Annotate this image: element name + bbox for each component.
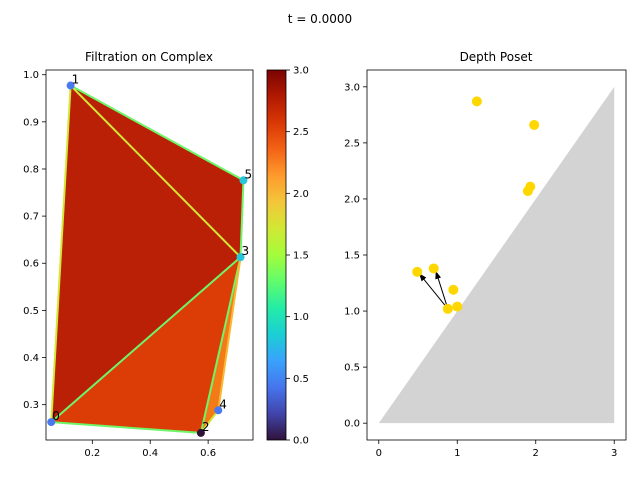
poset-point-5 (428, 263, 439, 274)
poset-point-8 (452, 301, 463, 312)
edge-2-3 (199, 256, 242, 434)
complex-ytick-label: 0.9 (23, 117, 39, 128)
colorbar-tick-label: 0.5 (293, 374, 309, 385)
poset-ytick-label: 0.0 (344, 419, 360, 430)
poset-panel: Depth Poset 0 1 2 3 0.0 0.5 1.0 1.5 2.0 2.5 3.0 (344, 50, 627, 459)
complex-ytick-label: 0.3 (23, 400, 39, 411)
complex-xtick-label: 0.6 (200, 448, 216, 459)
complex-axes-frame (45, 69, 254, 441)
edge-3-4 (217, 256, 242, 411)
edge-0-1 (50, 85, 72, 423)
vertex-label-3: 3 (242, 244, 250, 258)
poset-point-4 (412, 266, 423, 277)
edge-0-2 (51, 421, 201, 434)
vertex-label-4: 4 (219, 397, 227, 411)
poset-ytick-label: 2.5 (344, 138, 360, 149)
poset-ytick-label: 1.0 (344, 307, 360, 318)
edge-1-3 (69, 84, 242, 258)
colorbar-tick-label: 1.0 (293, 312, 309, 323)
complex-xtick-label: 0.2 (84, 448, 100, 459)
complex-ytick-label: 1.0 (23, 70, 39, 81)
vertex-label-0: 0 (52, 409, 60, 423)
poset-ytick-label: 2.0 (344, 194, 360, 205)
complex-ytick-label: 0.6 (23, 259, 39, 270)
complex-ytick-label: 0.7 (23, 212, 39, 223)
colorbar-tick-label: 2.5 (293, 127, 309, 138)
colorbar-tick-label: 0.0 (293, 436, 309, 447)
colorbar-gradient (266, 69, 287, 441)
complex-ytick-label: 0.5 (23, 306, 39, 317)
vertex-3 (236, 253, 245, 262)
complex-xtick-label: 0.4 (142, 448, 158, 459)
poset-ytick-label: 0.5 (344, 363, 360, 374)
complex-panel: Filtration on Complex 0 1 2 3 4 5 0.2 0.4 0.6 0.… (23, 50, 254, 459)
vertex-2 (196, 428, 205, 437)
edge-3-5 (239, 180, 245, 258)
poset-point-6 (448, 284, 459, 295)
colorbar-tick-label: 2.0 (293, 189, 309, 200)
poset-arrow-1 (435, 270, 449, 309)
diagonal-region (378, 86, 615, 424)
poset-xtick-label: 3 (611, 448, 617, 459)
edge-0-3 (50, 256, 242, 423)
vertex-label-5: 5 (244, 167, 252, 181)
poset-xtick-label: 1 (454, 448, 460, 459)
poset-ytick-label: 1.5 (344, 251, 360, 262)
vertex-5 (239, 176, 248, 185)
poset-arrow-0 (418, 273, 449, 310)
colorbar: 0.0 0.5 1.0 1.5 2.0 2.5 3.0 (266, 66, 309, 447)
complex-ytick-label: 0.8 (23, 164, 39, 175)
complex-title: Filtration on Complex (85, 50, 213, 64)
poset-point-3 (522, 186, 533, 197)
poset-title: Depth Poset (460, 50, 533, 64)
poset-ytick-label: 3.0 (344, 82, 360, 93)
vertex-0 (47, 418, 56, 427)
poset-xtick-label: 0 (376, 448, 382, 459)
vertex-1 (66, 81, 75, 90)
vertex-label-2: 2 (202, 420, 210, 434)
edge-2-4 (200, 409, 220, 434)
poset-xtick-label: 2 (533, 448, 539, 459)
complex-ytick-label: 0.4 (23, 353, 39, 364)
colorbar-tick-label: 3.0 (293, 66, 309, 77)
vertex-label-1: 1 (72, 73, 80, 87)
poset-point-1 (529, 119, 540, 130)
vertex-4 (214, 406, 223, 415)
suptitle: t = 0.0000 (288, 12, 352, 26)
edge-1-5 (70, 84, 244, 182)
poset-point-7 (442, 303, 453, 314)
poset-point-0 (471, 96, 482, 107)
colorbar-tick-label: 1.5 (293, 251, 309, 262)
